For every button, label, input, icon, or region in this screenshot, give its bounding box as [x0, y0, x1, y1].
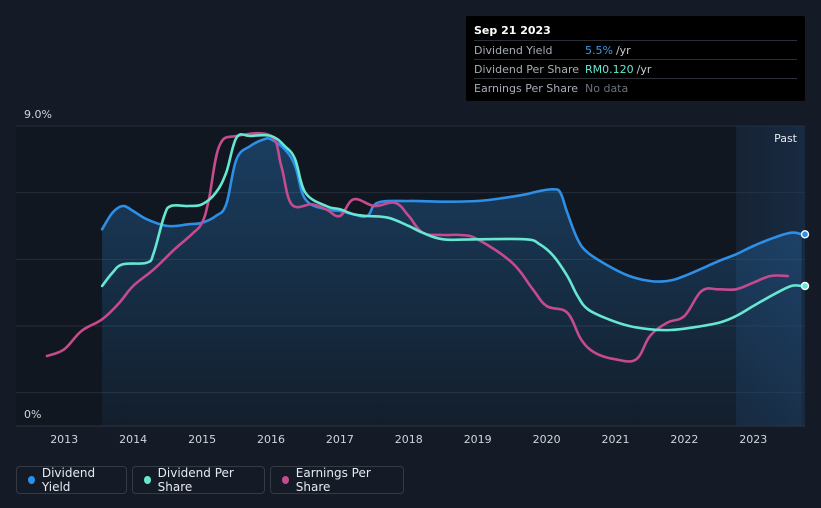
tooltip-row-dividend-per-share: Dividend Per Share RM0.120 /yr — [474, 59, 797, 78]
x-tick-label: 2020 — [533, 433, 561, 446]
tooltip-panel: Sep 21 2023 Dividend Yield 5.5% /yr Divi… — [466, 16, 805, 101]
tooltip-value: No data — [585, 81, 629, 95]
y-tick-label-top: 9.0% — [24, 108, 52, 121]
legend-item-dividend-per-share[interactable]: Dividend Per Share — [132, 466, 265, 494]
tooltip-unit: /yr — [636, 62, 652, 76]
legend-label: Dividend Yield — [41, 466, 96, 494]
dividend-yield-area — [102, 138, 802, 426]
x-tick-label: 2023 — [739, 433, 767, 446]
x-tick-label: 2013 — [50, 433, 78, 446]
legend-item-dividend-yield[interactable]: Dividend Yield — [16, 466, 127, 494]
tooltip-label: Dividend Per Share — [474, 62, 580, 76]
x-tick-label: 2022 — [670, 433, 698, 446]
tooltip-row-earnings-per-share: Earnings Per Share No data — [474, 78, 797, 97]
tooltip-value: 5.5% — [585, 43, 613, 57]
tooltip-value: RM0.120 — [585, 62, 634, 76]
legend-dot-icon — [144, 476, 151, 484]
tooltip-date: Sep 21 2023 — [474, 24, 551, 37]
earnings-per-share-line — [45, 131, 790, 363]
dividend-per-share-end-marker — [800, 281, 810, 291]
legend-dot-icon — [282, 476, 289, 484]
legend-label: Dividend Per Share — [157, 466, 234, 494]
tooltip-label: Earnings Per Share — [474, 81, 579, 95]
dividend-per-share-line — [100, 133, 803, 332]
y-tick-label-bottom: 0% — [24, 408, 41, 421]
x-tick-label: 2021 — [602, 433, 630, 446]
x-tick-label: 2015 — [188, 433, 216, 446]
tooltip-row-dividend-yield: Dividend Yield 5.5% /yr — [474, 40, 797, 59]
legend-dot-icon — [28, 476, 35, 484]
x-tick-label: 2018 — [395, 433, 423, 446]
dividend-yield-end-marker — [800, 230, 810, 239]
tooltip-unit: /yr — [615, 43, 631, 57]
past-label: Past — [774, 132, 798, 145]
x-tick-label: 2019 — [464, 433, 492, 446]
legend-item-earnings-per-share[interactable]: Earnings Per Share — [270, 466, 404, 494]
x-tick-label: 2014 — [119, 433, 147, 446]
x-tick-label: 2016 — [257, 433, 285, 446]
x-tick-label: 2017 — [326, 433, 354, 446]
legend-label: Earnings Per Share — [295, 466, 371, 494]
tooltip-label: Dividend Yield — [474, 43, 553, 57]
